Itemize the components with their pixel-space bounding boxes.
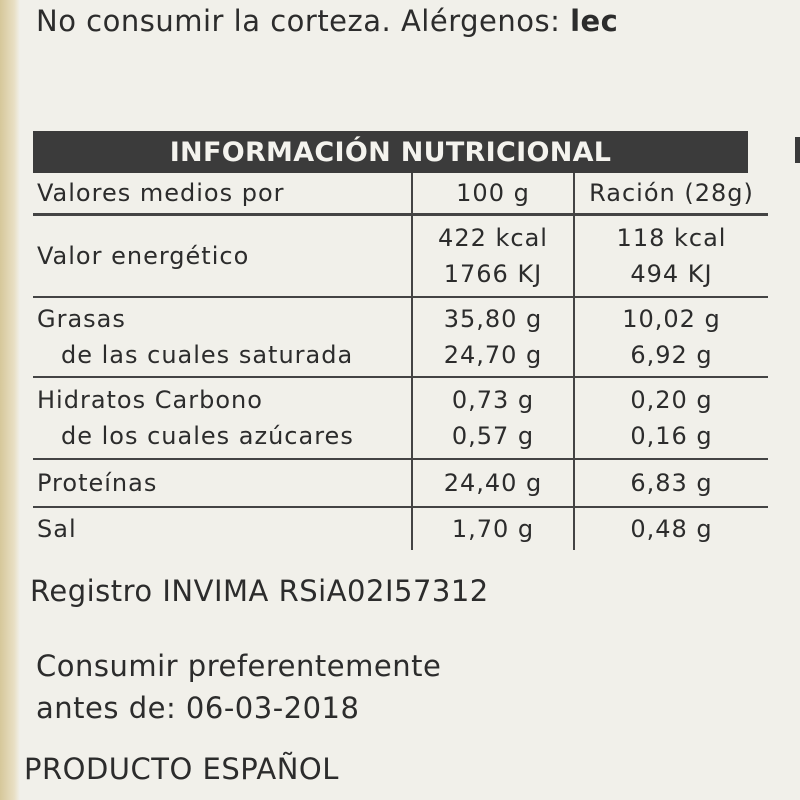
value: 0,20 g [630,386,713,414]
cut-off-header-fragment [795,137,800,163]
value: 0,73 g [451,386,535,414]
nutrient-label-cell: Hidratos Carbono de los cuales azúcares [33,377,412,460]
value: 24,40 g [411,459,574,508]
table-row: Proteínas 24,40 g 6,83 g [33,459,768,508]
best-before: Consumir preferentemente antes de: 06-03… [36,645,441,729]
nutrient-label: Sal [37,515,77,543]
value: 1766 KJ [443,260,543,288]
per100-cell: 422 kcal 1766 KJ [411,214,574,298]
value: 494 KJ [630,260,713,288]
nutrient-label: Proteínas [33,459,412,508]
nutrient-label: Grasas [37,305,126,333]
column-header: Ración (28g) [573,173,768,216]
table-row: Grasas de las cuales saturada 35,80 g 24… [33,297,768,378]
table-row: Valor energético 422 kcal 1766 KJ 118 kc… [33,214,768,298]
nutrition-grid: Valores medios por 100 g Ración (28g) Va… [33,173,768,550]
nutrient-label: Hidratos Carbono [37,386,263,414]
table-header-row: Valores medios por 100 g Ración (28g) [33,173,768,216]
value: 24,70 g [443,341,543,369]
nutrition-table: INFORMACIÓN NUTRICIONAL Valores medios p… [33,131,768,550]
serving-cell: 118 kcal 494 KJ [573,214,768,298]
value: 0,16 g [630,422,713,450]
nutrition-title: INFORMACIÓN NUTRICIONAL [33,131,748,173]
allergen-name: lec [570,4,619,38]
label-edge-shadow [0,0,20,800]
value: 118 kcal [616,224,727,252]
nutrient-sublabel: de las cuales saturada [61,341,354,369]
value: 35,80 g [443,305,543,333]
value: 0,48 g [573,507,768,550]
nutrient-sublabel: de los cuales azúcares [61,422,354,450]
column-header: Valores medios por [33,173,412,216]
table-row: Sal 1,70 g 0,48 g [33,507,768,550]
registration-number: Registro INVIMA RSiA02I57312 [30,574,489,608]
per100-cell: 35,80 g 24,70 g [411,297,574,378]
origin-label: PRODUCTO ESPAÑOL [24,752,339,786]
column-header: 100 g [411,173,574,216]
serving-cell: 0,20 g 0,16 g [573,377,768,460]
nutrient-label-cell: Grasas de las cuales saturada [33,297,412,378]
value: 6,92 g [630,341,713,369]
value: 1,70 g [411,507,574,550]
value: 6,83 g [573,459,768,508]
best-before-date: antes de: 06-03-2018 [36,691,360,725]
table-row: Hidratos Carbono de los cuales azúcares … [33,377,768,460]
allergen-warning: No consumir la corteza. Alérgenos: lec [36,4,618,38]
value: 422 kcal [438,224,548,252]
serving-cell: 10,02 g 6,92 g [573,297,768,378]
nutrient-label: Valor energético [33,214,412,298]
best-before-line: Consumir preferentemente [36,649,442,683]
allergen-warning-text: No consumir la corteza. Alérgenos: [36,4,571,38]
value: 0,57 g [451,422,535,450]
per100-cell: 0,73 g 0,57 g [411,377,574,460]
value: 10,02 g [622,305,721,333]
